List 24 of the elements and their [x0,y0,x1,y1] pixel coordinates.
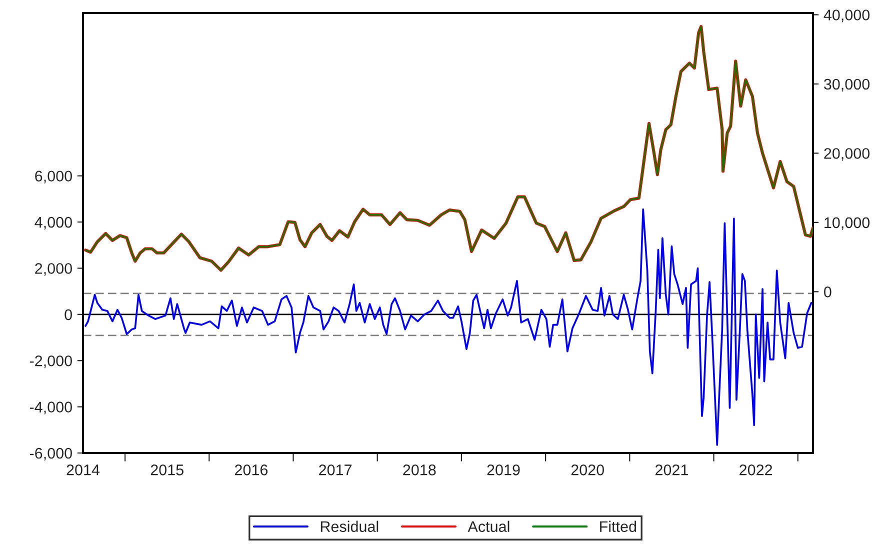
x-tick-label: 2019 [487,464,520,476]
legend-label: Fitted [600,520,636,532]
x-tick-label: 2020 [571,464,604,476]
x-tick-label: 2017 [319,464,352,476]
y-tick-label: 6,000 [35,170,72,184]
x-tick-label: 2016 [234,464,268,476]
legend-label: Residual [320,520,378,532]
x-tick-label: 2021 [655,464,688,476]
y2-tick-label: 30,000 [824,78,870,92]
y-tick-label: -2,000 [30,355,72,368]
y-tick-label: 0 [64,309,72,320]
y2-tick-label: 20,000 [824,148,870,161]
x-tick-label: 2022 [740,464,772,476]
x-tick-label: 2018 [403,464,436,476]
y-tick-label: 2,000 [35,263,72,276]
x-tick-label: 2015 [150,464,184,476]
y2-tick-label: 40,000 [824,10,870,22]
legend-label: Actual [468,520,510,532]
y-tick-label: -6,000 [30,448,72,460]
y2-tick-label: 10,000 [824,217,870,230]
x-tick-label: 2014 [66,464,100,476]
y-tick-label: 4,000 [34,216,72,230]
y-tick-label: -4,000 [30,402,72,414]
y2-tick-label: 0 [824,286,832,298]
